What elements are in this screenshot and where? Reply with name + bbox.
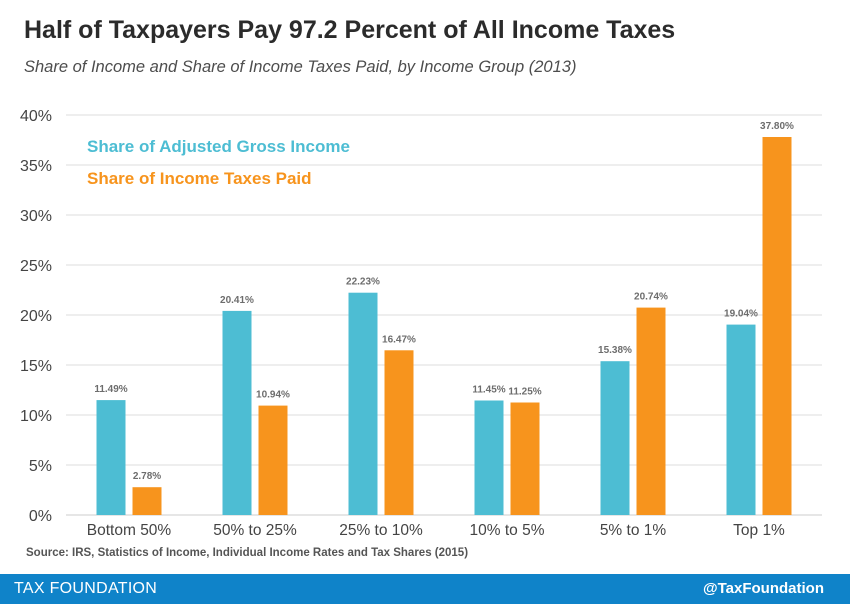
income-share-bar	[474, 400, 504, 515]
bars	[96, 137, 792, 515]
y-tick-label: 30%	[20, 208, 52, 225]
footer-handle: @TaxFoundation	[702, 580, 824, 597]
data-label: 16.47%	[382, 334, 416, 345]
x-axis-ticks: Bottom 50% 50% to 25% 25% to 10% 10% to 5% 5…	[87, 522, 785, 539]
tax-share-bar	[258, 405, 288, 515]
income-share-bar	[600, 361, 630, 515]
x-tick-label: 25% to 10%	[339, 522, 423, 539]
income-share-bar	[348, 292, 378, 515]
income-share-bar	[222, 310, 252, 515]
data-label: 20.41%	[220, 295, 254, 306]
y-tick-label: 35%	[20, 158, 52, 175]
y-tick-label: 40%	[20, 108, 52, 125]
x-tick-label: 5% to 1%	[600, 522, 667, 539]
chart-title: Half of Taxpayers Pay 97.2 Percent of Al…	[24, 16, 676, 44]
data-label: 2.78%	[133, 471, 161, 482]
data-label: 10.94%	[256, 390, 290, 401]
x-tick-label: 10% to 5%	[470, 522, 545, 539]
y-tick-label: 0%	[29, 508, 52, 525]
tax-share-bar	[762, 137, 792, 515]
data-label: 22.23%	[346, 277, 380, 288]
data-label: 11.25%	[508, 387, 541, 398]
legend-entry: Share of Adjusted Gross Income	[87, 137, 350, 156]
x-tick-label: Bottom 50%	[87, 522, 172, 539]
y-tick-label: 10%	[20, 408, 52, 425]
tax-share-bar	[510, 402, 540, 515]
legend-entry: Share of Income Taxes Paid	[87, 169, 312, 188]
x-tick-label: 50% to 25%	[213, 522, 297, 539]
tax-share-bar	[384, 350, 414, 515]
bar-chart: 0% 5% 10% 15% 20% 25% 30% 35% 40% 11.49% 2.78% 20.…	[20, 108, 822, 539]
y-axis-ticks: 0% 5% 10% 15% 20% 25% 30% 35% 40%	[20, 108, 52, 525]
y-tick-label: 5%	[29, 458, 52, 475]
source-note: Source: IRS, Statistics of Income, Indiv…	[26, 547, 469, 559]
data-label: 11.49%	[94, 384, 127, 395]
chart-subtitle: Share of Income and Share of Income Taxe…	[24, 58, 577, 76]
y-tick-label: 20%	[20, 308, 52, 325]
footer-brand: TAX FOUNDATION	[14, 580, 158, 597]
grid-lines	[66, 114, 822, 516]
data-label: 11.45%	[472, 385, 505, 396]
y-tick-label: 25%	[20, 258, 52, 275]
data-label: 37.80%	[760, 121, 794, 132]
legend: Share of Adjusted Gross Income Share of I…	[87, 137, 350, 188]
tax-share-bar	[636, 307, 666, 515]
y-tick-label: 15%	[20, 358, 52, 375]
data-label: 20.74%	[634, 292, 668, 303]
data-label: 15.38%	[598, 345, 632, 356]
income-share-bar	[96, 400, 126, 515]
x-tick-label: Top 1%	[733, 522, 785, 539]
tax-share-bar	[132, 487, 162, 515]
data-labels: 11.49% 2.78% 20.41% 10.94% 22.23% 16.47% 11.45…	[94, 121, 794, 482]
footer-bar: TAX FOUNDATION @TaxFoundation	[0, 574, 850, 604]
income-share-bar	[726, 324, 756, 515]
data-label: 19.04%	[724, 309, 758, 320]
